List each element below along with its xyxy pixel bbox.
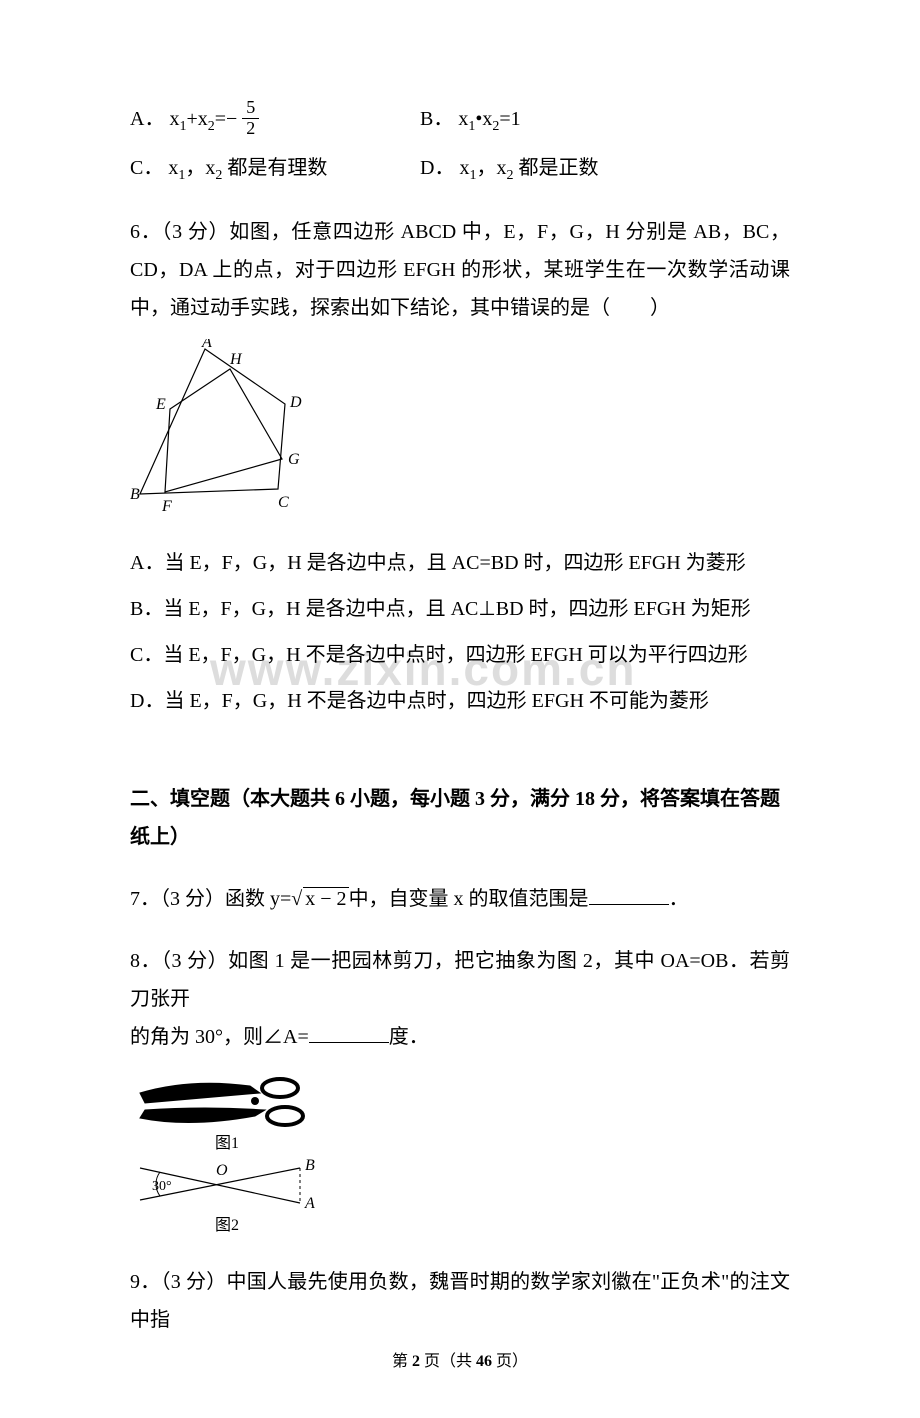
quadrilateral-diagram: A D C B E H G F (130, 339, 320, 519)
q8: 8．（3 分）如图 1 是一把园林剪刀，把它抽象为图 2，其中 OA=OB．若剪… (130, 942, 790, 1056)
sqrt: x − 2 (291, 880, 348, 918)
vertex-label: C (278, 494, 289, 511)
expr-text: x (458, 108, 468, 130)
vertex-label: H (229, 351, 243, 368)
watermark-container: www.zixin.com.cn C．当 E，F，G，H 不是各边中点时，四边形… (130, 636, 790, 674)
point-o: O (216, 1162, 228, 1179)
expr-text: +x (186, 108, 207, 130)
quad-efgh (165, 369, 282, 492)
q5-option-c: C． x1，x2 都是有理数 (130, 149, 420, 190)
q8-line2-prefix: 的角为 30°，则∠A= (130, 1026, 309, 1048)
expr-text: ，x (185, 157, 215, 179)
footer-prefix: 第 (392, 1353, 412, 1370)
fill-blank (309, 1019, 389, 1043)
q5-option-a: A． x1+x2=− 5 2 (130, 100, 420, 141)
scissors-icon (140, 1079, 303, 1125)
fig1-label: 图1 (215, 1135, 239, 1152)
subscript: 2 (208, 119, 215, 134)
point-a: A (304, 1195, 315, 1212)
vertex-label: F (161, 498, 172, 515)
expr-text: x (168, 157, 178, 179)
q8-figure: 图1 30° O B A 图2 (130, 1068, 790, 1251)
q5-row-ab: A． x1+x2=− 5 2 B． x1•x2=1 (130, 100, 790, 141)
section2-heading: 二、填空题（本大题共 6 小题，每小题 3 分，满分 18 分，将答案填在答题纸… (130, 780, 790, 856)
expr-text: x (459, 157, 469, 179)
quad-abcd (140, 349, 285, 494)
q6-option-a: A．当 E，F，G，H 是各边中点，且 AC=BD 时，四边形 EFGH 为菱形 (130, 544, 790, 582)
fraction: 5 2 (242, 98, 259, 139)
q6-figure: A D C B E H G F (130, 339, 790, 532)
scissors-diagram: 图1 30° O B A 图2 (130, 1068, 330, 1238)
q5-option-d: D． x1，x2 都是正数 (420, 149, 790, 190)
fill-blank (589, 881, 669, 905)
expr-text: =1 (499, 108, 520, 130)
fraction-num: 5 (242, 98, 259, 119)
q7-prefix: 7．（3 分）函数 y= (130, 888, 291, 910)
option-label: D． (420, 157, 454, 179)
footer-mid: 页（共 (420, 1353, 476, 1370)
q9: 9．（3 分）中国人最先使用负数，魏晋时期的数学家刘徽在"正负术"的注文中指 (130, 1263, 790, 1339)
option-label: A． (130, 108, 164, 130)
expr-text: •x (475, 108, 492, 130)
footer-page: 2 (412, 1353, 420, 1370)
q7-mid: 中，自变量 x 的取值范围是 (349, 888, 589, 910)
q6-stem: 6．（3 分）如图，任意四边形 ABCD 中，E，F，G，H 分别是 AB，BC… (130, 213, 790, 327)
q7-suffix: ． (669, 888, 689, 910)
q6-option-b: B．当 E，F，G，H 是各边中点，且 AC⊥BD 时，四边形 EFGH 为矩形 (130, 590, 790, 628)
vertex-label: G (288, 451, 300, 468)
vertex-label: E (155, 396, 166, 413)
fig2-label: 图2 (215, 1217, 239, 1234)
option-label: B． (420, 108, 453, 130)
expr-text: 都是正数 (513, 157, 598, 179)
angle-label: 30° (152, 1179, 172, 1194)
q8-line2-suffix: 度． (389, 1026, 429, 1048)
point-b: B (305, 1157, 315, 1174)
q6-option-c: C．当 E，F，G，H 不是各边中点时，四边形 EFGH 可以为平行四边形 (130, 636, 790, 674)
q5-option-b: B． x1•x2=1 (420, 100, 790, 141)
vertex-label: B (130, 486, 140, 503)
expr-text: ，x (476, 157, 506, 179)
radicand: x − 2 (303, 887, 348, 910)
q8-line2: 的角为 30°，则∠A= 度． (130, 1018, 790, 1056)
expr-text: x (169, 108, 179, 130)
q5-row-cd: C． x1，x2 都是有理数 D． x1，x2 都是正数 (130, 149, 790, 190)
q7: 7．（3 分）函数 y= x − 2中，自变量 x 的取值范围是 ． (130, 880, 790, 918)
fraction-den: 2 (242, 119, 259, 139)
footer-total: 46 (476, 1353, 492, 1370)
vertex-label: D (289, 394, 302, 411)
page-footer: 第 2 页（共 46 页） (130, 1347, 790, 1377)
expr-text: =− (215, 108, 238, 130)
option-label: C． (130, 157, 163, 179)
footer-suffix: 页） (492, 1353, 528, 1370)
vertex-label: A (201, 339, 212, 351)
q8-line1: 8．（3 分）如图 1 是一把园林剪刀，把它抽象为图 2，其中 OA=OB．若剪… (130, 942, 790, 1018)
expr-text: 都是有理数 (222, 157, 327, 179)
